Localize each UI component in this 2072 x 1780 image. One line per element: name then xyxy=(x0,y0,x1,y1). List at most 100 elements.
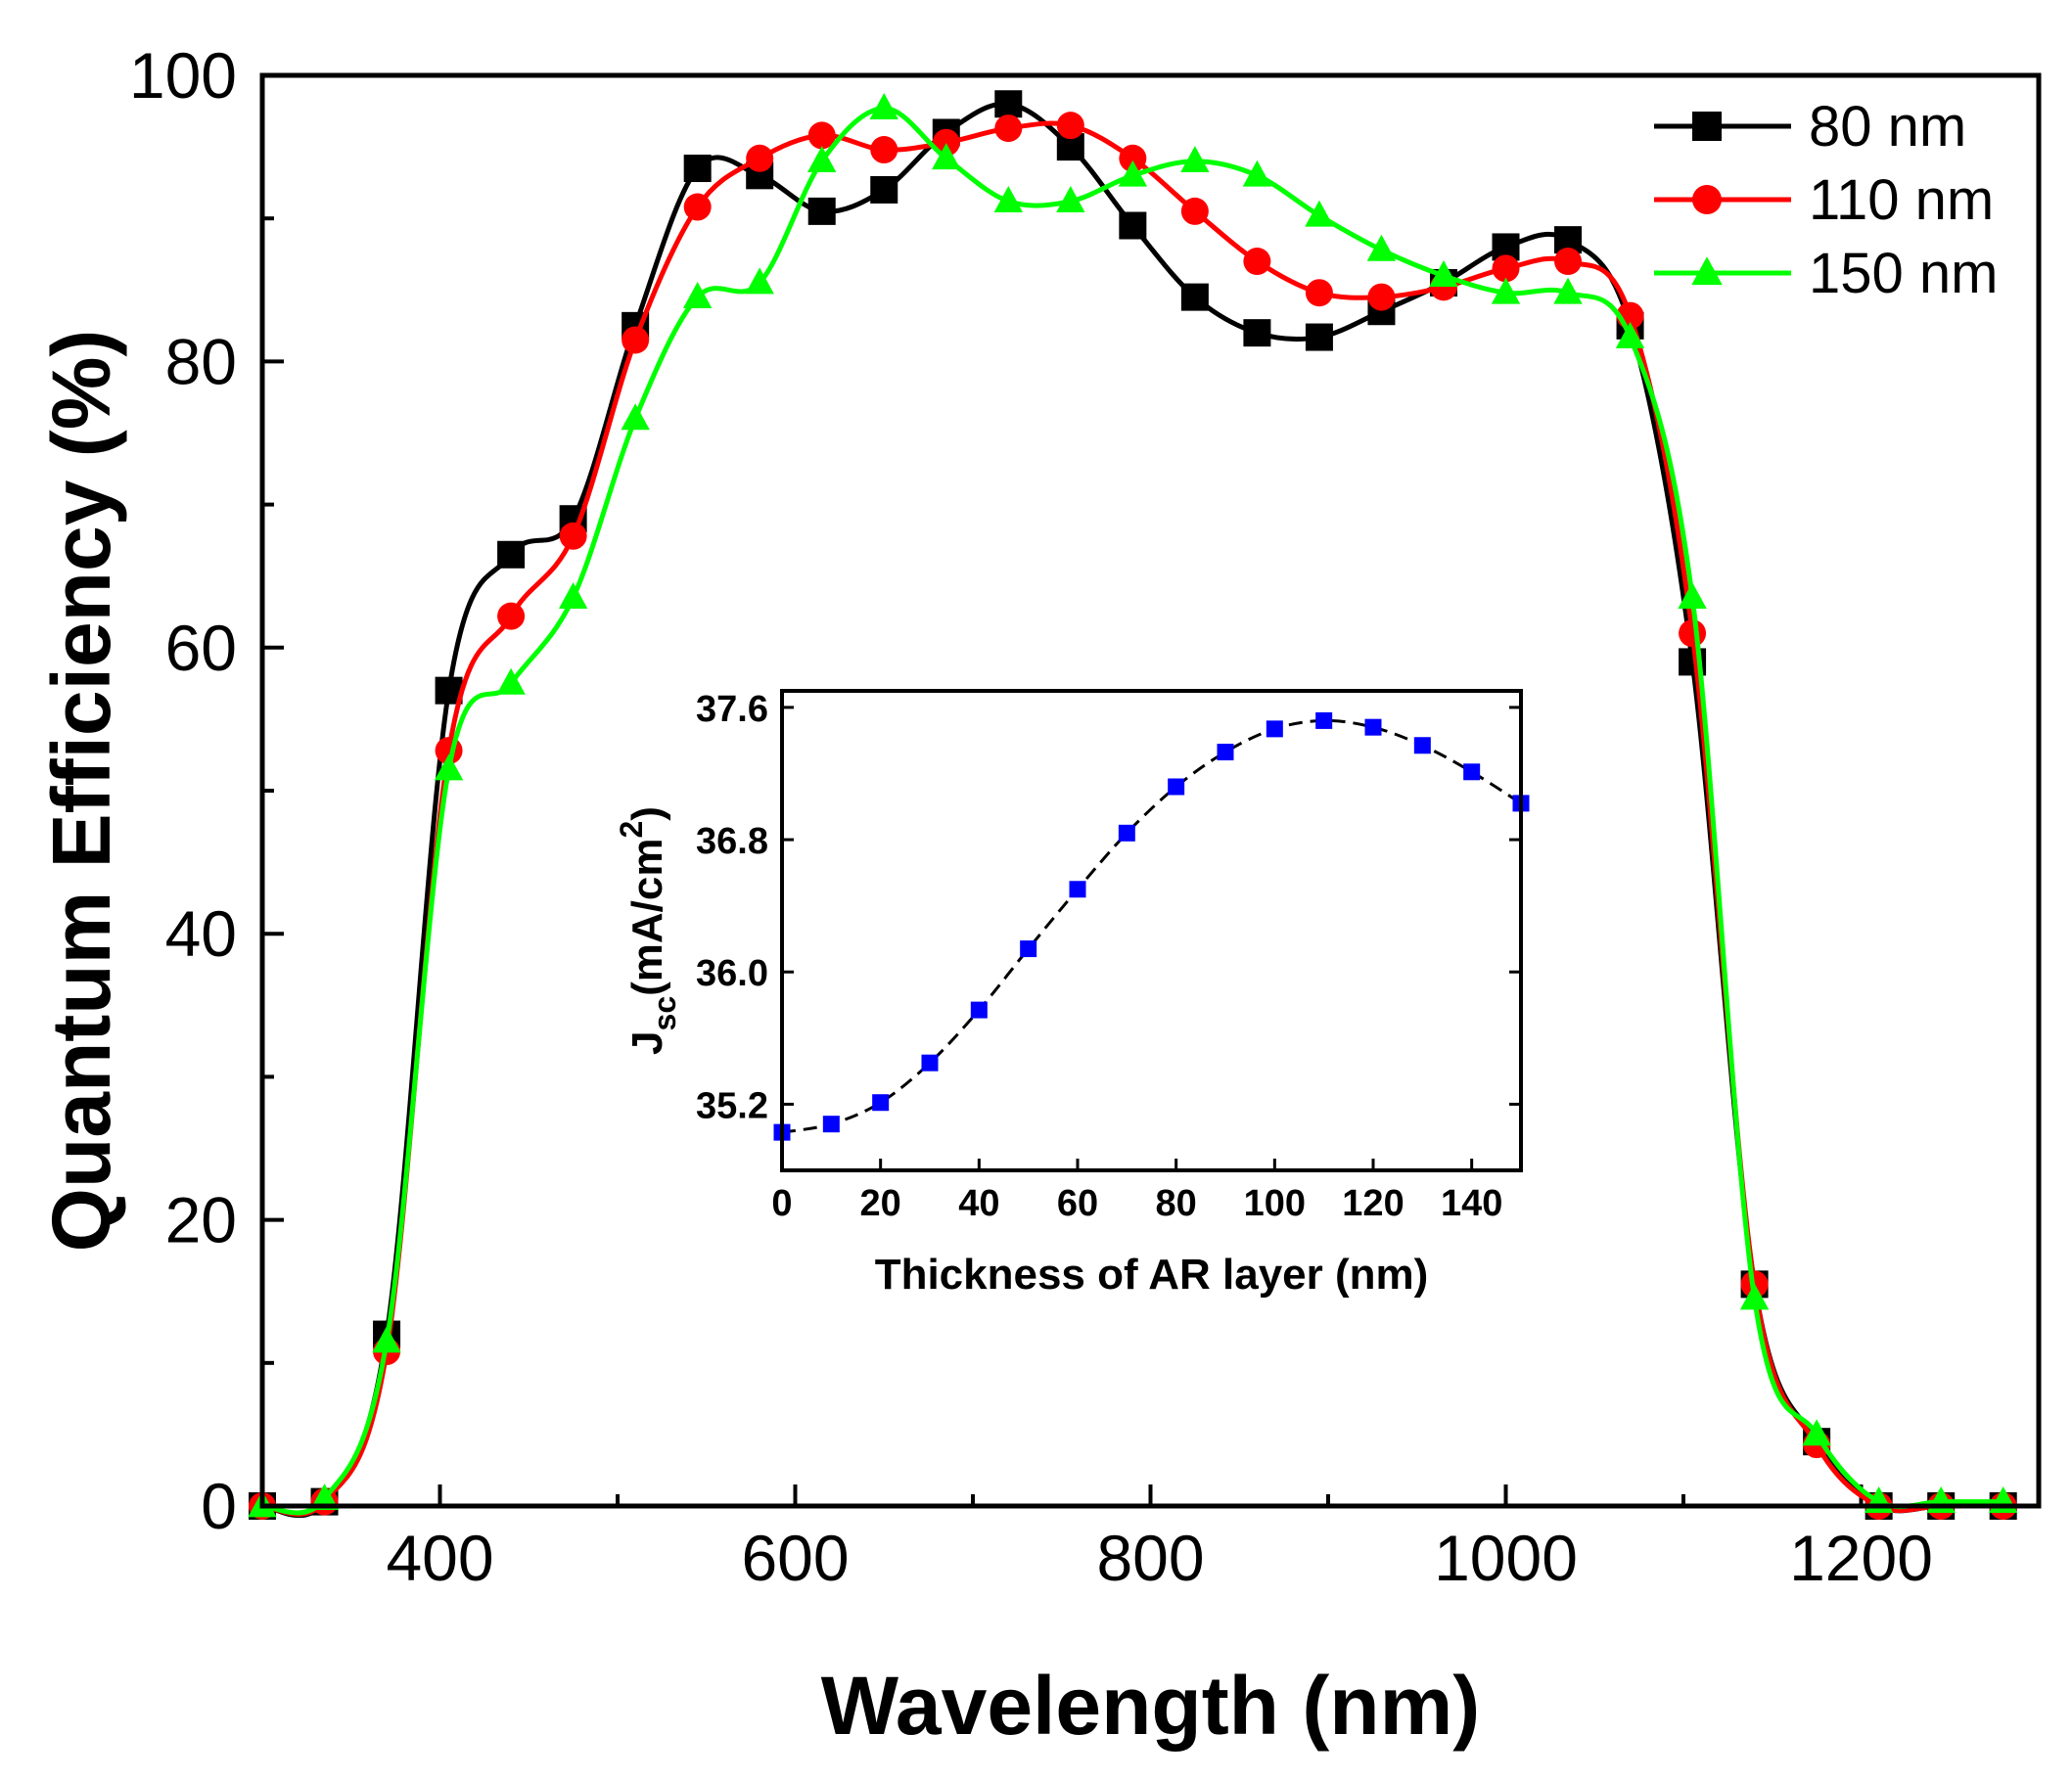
data-point xyxy=(496,667,526,695)
data-point xyxy=(682,281,713,308)
x-axis-title: Wavelength (nm) xyxy=(821,1660,1481,1752)
data-point xyxy=(1305,200,1334,227)
inset-data-point xyxy=(1069,881,1086,898)
inset-y-tick-label: 36.8 xyxy=(696,821,768,862)
data-point xyxy=(1119,144,1147,172)
data-point xyxy=(745,267,774,295)
data-point xyxy=(1429,260,1458,288)
inset-y-title-sub: sc xyxy=(647,996,682,1031)
main-plot-frame xyxy=(259,72,2042,1509)
inset-x-axis-title: Thickness of AR layer (nm) xyxy=(875,1251,1429,1299)
data-point xyxy=(869,93,898,119)
data-point xyxy=(994,90,1023,118)
inset-y-tick-label: 36.0 xyxy=(696,953,768,994)
data-point xyxy=(1242,160,1272,187)
inset-x-tick-label: 80 xyxy=(1156,1183,1197,1224)
series-line xyxy=(261,106,2003,1516)
x-tick-label: 800 xyxy=(1096,1522,1204,1594)
legend-item: 150 nm xyxy=(1654,242,1998,305)
y-tick-label: 20 xyxy=(165,1184,237,1256)
inset-y-axis-title: Jsc(mA/cm2) xyxy=(614,806,682,1055)
inset-x-tick-label: 40 xyxy=(958,1183,999,1224)
data-point xyxy=(1367,283,1396,311)
data-point xyxy=(683,155,712,183)
inset-plot-frame xyxy=(780,689,1523,1172)
data-point xyxy=(621,403,650,431)
inset-x-tick-label: 140 xyxy=(1441,1183,1502,1224)
x-tick-label: 1000 xyxy=(1434,1522,1578,1594)
legend-item: 110 nm xyxy=(1654,168,1994,232)
data-point xyxy=(497,540,526,569)
data-point xyxy=(1802,1419,1831,1446)
y-tick-label: 0 xyxy=(201,1470,237,1542)
data-point xyxy=(434,753,464,781)
inset-x-tick-label: 100 xyxy=(1244,1183,1306,1224)
legend-marker xyxy=(1692,185,1722,214)
data-point xyxy=(559,522,587,550)
data-point xyxy=(1305,279,1333,307)
data-point xyxy=(1118,160,1148,187)
data-point xyxy=(1492,254,1520,283)
inset-x-tick-label: 20 xyxy=(860,1183,901,1224)
inset-x-tick-label: 60 xyxy=(1057,1183,1098,1224)
data-point xyxy=(807,121,836,150)
legend-item: 80 nm xyxy=(1654,95,1966,159)
data-point xyxy=(1180,146,1210,173)
legend-marker xyxy=(1692,112,1722,141)
data-point xyxy=(1739,1283,1770,1310)
inset-x-tick-label: 0 xyxy=(771,1183,792,1224)
inset-data-point xyxy=(1168,778,1185,796)
x-tick-label: 400 xyxy=(386,1522,493,1594)
inset-y-title-unit: (mA/cm xyxy=(623,839,671,996)
inset-data-point xyxy=(921,1054,939,1072)
inset-y-title-close: ) xyxy=(623,806,671,821)
series-110-nm xyxy=(249,112,2017,1520)
inset-x-tick-label: 120 xyxy=(1342,1183,1404,1224)
x-tick-label: 1200 xyxy=(1789,1522,1933,1594)
inset-data-point xyxy=(1364,718,1382,736)
data-point xyxy=(1491,277,1521,304)
data-point xyxy=(994,114,1023,143)
data-point xyxy=(746,144,774,172)
legend-label: 150 nm xyxy=(1809,242,1998,305)
y-axis-title: Quantum Efficiency (%) xyxy=(35,330,127,1253)
data-point xyxy=(558,582,588,609)
data-point xyxy=(1305,323,1333,351)
inset-data-point xyxy=(1020,940,1037,958)
inset-data-point xyxy=(1266,720,1283,738)
inset-data-point xyxy=(970,1001,988,1019)
data-point xyxy=(1056,112,1084,140)
data-point xyxy=(807,146,837,173)
data-point xyxy=(622,326,650,354)
inset-background xyxy=(782,691,1521,1170)
inset-data-point xyxy=(1463,763,1481,781)
legend-marker xyxy=(1691,256,1723,286)
inset-y-title-main: J xyxy=(623,1030,671,1054)
inset-data-point xyxy=(1118,824,1135,842)
inset-y-title-sup: 2 xyxy=(614,821,649,839)
data-point xyxy=(993,186,1023,212)
y-tick-label: 100 xyxy=(129,39,237,112)
data-point xyxy=(807,197,836,225)
data-point xyxy=(1678,582,1707,609)
data-point xyxy=(1056,186,1085,212)
legend-label: 110 nm xyxy=(1809,168,1994,232)
inset-y-tick-label: 37.6 xyxy=(696,689,768,730)
data-point xyxy=(1243,319,1271,347)
inset-y-tick-label: 35.2 xyxy=(696,1085,768,1126)
y-tick-label: 40 xyxy=(165,897,237,970)
data-point xyxy=(1615,321,1645,348)
x-tick-label: 600 xyxy=(741,1522,849,1594)
inset-data-point xyxy=(1413,737,1431,754)
data-point xyxy=(1366,234,1397,261)
inset-series-line xyxy=(781,718,1522,1134)
legend-label: 80 nm xyxy=(1809,95,1966,159)
series-150-nm xyxy=(248,93,2018,1518)
data-point xyxy=(1553,277,1583,304)
data-point xyxy=(932,143,961,170)
data-point xyxy=(1180,283,1209,311)
data-point xyxy=(372,1326,401,1353)
y-tick-label: 60 xyxy=(165,612,237,684)
